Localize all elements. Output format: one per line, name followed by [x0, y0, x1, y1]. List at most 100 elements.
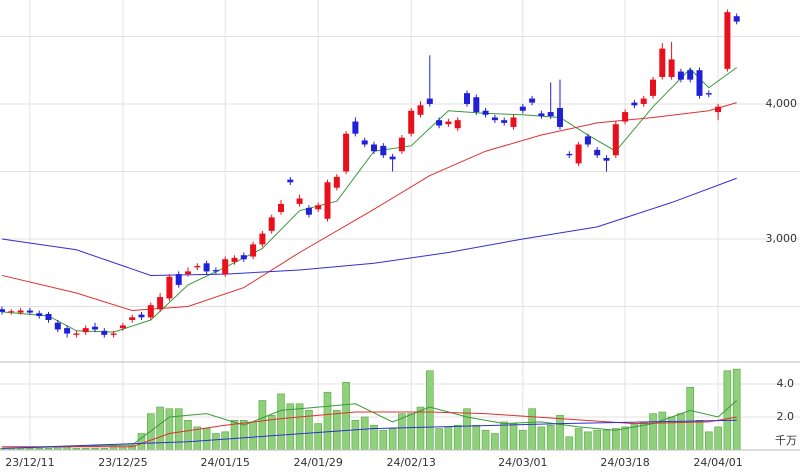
candle-body — [54, 322, 61, 330]
candle-body — [45, 313, 52, 321]
candle-body — [352, 121, 359, 134]
volume-bar — [221, 431, 229, 451]
volume-bar — [704, 431, 713, 451]
volume-bar — [147, 413, 155, 451]
candle-body — [733, 16, 740, 22]
candle-body — [677, 71, 684, 80]
candle-body — [129, 317, 136, 321]
candle-body — [631, 102, 638, 106]
candle-body — [361, 140, 368, 145]
candle-body — [64, 328, 71, 334]
candle-body — [8, 311, 15, 313]
candle-body — [371, 144, 377, 152]
volume-bar — [407, 413, 416, 451]
candle-body — [212, 270, 219, 272]
candle-body — [194, 265, 201, 268]
volume-bar — [611, 428, 620, 451]
volume-bar — [314, 423, 323, 451]
volume-bar — [360, 416, 369, 451]
candle-body — [185, 271, 191, 275]
candle-body — [324, 182, 331, 219]
candle-body — [305, 207, 312, 215]
candle-body — [296, 198, 303, 204]
volume-bar — [156, 406, 164, 451]
candle-body — [566, 153, 573, 156]
candle-body — [612, 124, 619, 156]
moving-average — [1, 102, 737, 312]
candle-body — [82, 328, 89, 333]
candle-body — [268, 217, 275, 231]
x-tick-label: 24/03/18 — [600, 456, 649, 469]
volume-bar — [472, 424, 481, 451]
volume-bar — [184, 419, 192, 451]
volume-bar — [351, 419, 360, 451]
candle-body — [501, 120, 508, 123]
candle-body — [529, 98, 536, 103]
volume-bar — [379, 429, 388, 451]
candle-body — [594, 149, 601, 156]
volume-bar — [537, 426, 546, 451]
volume-bar — [500, 421, 509, 451]
candle-body — [584, 136, 591, 145]
volume-bar — [267, 415, 276, 451]
unit-label: 千万 — [775, 434, 797, 447]
candle-body — [464, 93, 470, 104]
x-tick-label: 24/01/29 — [293, 456, 342, 469]
candle-body — [417, 105, 424, 115]
volume-bar — [174, 408, 183, 451]
candle-body — [408, 110, 415, 134]
volume-bar — [453, 424, 462, 451]
candle-body — [92, 326, 98, 330]
candle-body — [622, 112, 629, 122]
volume-bar — [593, 429, 602, 451]
volume-bar — [286, 403, 295, 451]
candle-body — [138, 314, 145, 318]
volume-bar — [165, 408, 174, 451]
x-tick-label: 23/12/11 — [5, 456, 54, 469]
volume-bar — [249, 421, 257, 451]
candle-body — [687, 70, 694, 80]
moving-average — [1, 177, 737, 276]
candle-body — [557, 108, 563, 127]
x-tick-label: 24/03/01 — [498, 456, 547, 469]
candle-body — [603, 157, 610, 161]
volume-bar — [621, 426, 629, 451]
volume-bar — [481, 429, 490, 451]
volume-bar — [463, 408, 471, 451]
volume-bar — [435, 428, 443, 451]
candle-body — [73, 333, 80, 335]
y-tick-label: 4,000 — [766, 97, 798, 110]
volume-bar — [686, 386, 695, 451]
moving-average — [2, 411, 737, 448]
candle-body — [231, 257, 238, 262]
y-tick-label: 2.0 — [777, 410, 795, 423]
candle-body — [36, 313, 43, 316]
volume-bar — [491, 433, 499, 451]
candle-body — [110, 333, 117, 335]
candle-body — [333, 176, 340, 188]
candle-body — [715, 106, 722, 113]
volume-bar — [602, 429, 611, 451]
volume-bar — [295, 403, 304, 451]
volume-bar — [258, 400, 267, 451]
volume-bar — [518, 429, 527, 451]
candle-body — [175, 274, 182, 285]
volume-bar — [425, 370, 434, 451]
candle-body — [538, 113, 545, 117]
volume-bar — [323, 391, 332, 451]
volume-bar — [695, 419, 704, 451]
volume-bar — [212, 433, 220, 451]
volume-bar — [509, 423, 518, 451]
volume-bar — [565, 436, 574, 451]
candle-body — [575, 144, 582, 164]
volume-bar — [388, 428, 397, 451]
candle-body — [166, 276, 173, 299]
candle-body — [222, 259, 229, 275]
volume-bar — [649, 413, 657, 451]
candle-body — [510, 117, 517, 127]
volume-bar — [202, 428, 211, 451]
volume-bar — [193, 426, 202, 451]
candle-body — [426, 98, 433, 104]
candle-body — [26, 310, 33, 313]
